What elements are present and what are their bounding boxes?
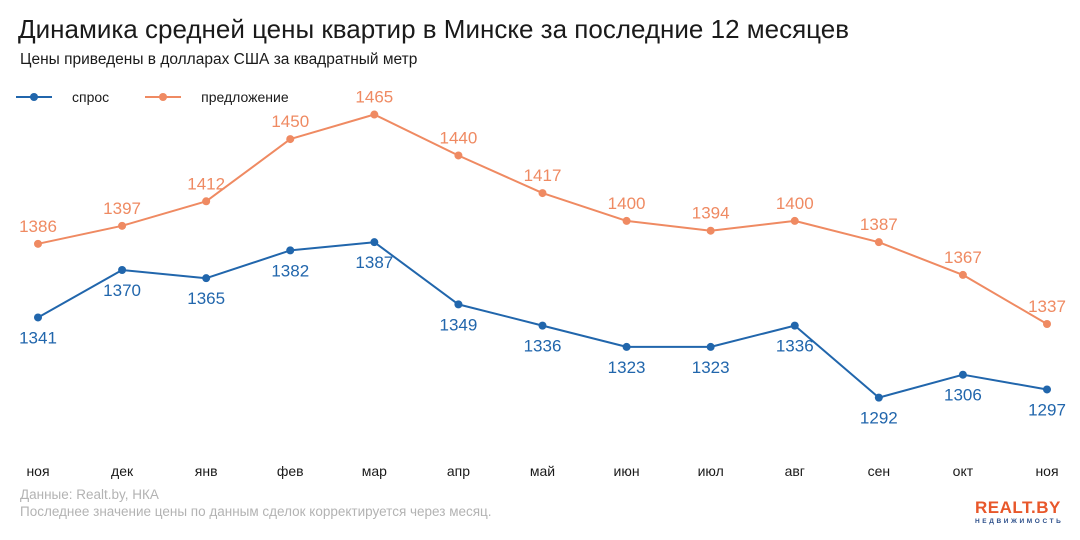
- data-point-supply: [874, 238, 883, 247]
- data-point-demand: [286, 246, 295, 255]
- data-label-demand: 1297: [1028, 400, 1066, 419]
- x-tick-label: ноя: [26, 463, 49, 479]
- data-point-demand: [118, 266, 127, 274]
- x-tick-label: окт: [953, 463, 974, 479]
- x-tick-label: мар: [362, 463, 387, 479]
- data-point-demand: [790, 321, 799, 330]
- legend-item-demand: спрос: [14, 89, 109, 105]
- data-point-demand: [958, 370, 967, 379]
- data-point-demand: [1043, 385, 1051, 394]
- data-point-supply: [202, 197, 211, 206]
- data-point-supply: [1043, 320, 1051, 328]
- legend-swatch-supply: [145, 93, 182, 101]
- x-tick-label: сен: [868, 463, 891, 479]
- x-tick-label: авг: [785, 463, 805, 479]
- data-point-demand: [454, 300, 463, 309]
- chart-subtitle: Цены приведены в долларах США за квадрат…: [20, 51, 418, 68]
- data-point-supply: [118, 221, 127, 230]
- data-label-supply: 1394: [692, 204, 730, 223]
- data-label-supply: 1387: [860, 215, 898, 234]
- data-label-supply: 1367: [944, 248, 982, 267]
- data-point-demand: [538, 321, 547, 330]
- data-label-demand: 1387: [355, 253, 393, 272]
- data-label-demand: 1370: [103, 281, 141, 300]
- data-label-supply: 1337: [1028, 297, 1066, 316]
- data-label-supply: 1450: [271, 112, 309, 131]
- source-line-2: Последнее значение цены по данным сделок…: [20, 504, 492, 519]
- data-label-demand: 1349: [440, 315, 478, 334]
- data-label-supply: 1397: [103, 199, 141, 218]
- x-tick-label: май: [530, 463, 555, 479]
- data-point-demand: [622, 342, 631, 351]
- legend-label-demand: спрос: [72, 89, 110, 105]
- data-label-supply: 1400: [776, 194, 814, 213]
- x-tick-label: янв: [195, 463, 218, 479]
- data-point-demand: [370, 238, 379, 247]
- data-point-supply: [538, 189, 547, 198]
- legend-swatch-demand: [16, 93, 52, 101]
- data-label-demand: 1336: [524, 337, 562, 356]
- data-label-supply: 1400: [608, 194, 646, 213]
- realt-logo: REALT.BY НЕДВИЖИМОСТЬ: [975, 498, 1064, 526]
- x-tick-label: июл: [698, 463, 724, 479]
- legend-item-supply: предложение: [143, 89, 289, 105]
- data-label-supply: 1465: [355, 88, 393, 107]
- series-line-demand: [37, 241, 1048, 399]
- data-point-demand: [874, 393, 883, 402]
- data-label-supply: 1417: [524, 166, 562, 185]
- data-point-supply: [370, 110, 379, 119]
- data-point-supply: [706, 226, 715, 235]
- data-point-demand: [34, 313, 42, 322]
- data-label-supply: 1386: [19, 217, 57, 236]
- data-point-supply: [454, 151, 463, 160]
- data-label-demand: 1365: [187, 289, 225, 308]
- data-point-supply: [34, 239, 42, 248]
- chart-title: Динамика средней цены квартир в Минске з…: [18, 14, 850, 44]
- source-note: Данные: Realt.by, НКА Последнее значение…: [20, 486, 492, 520]
- data-point-supply: [622, 216, 631, 225]
- data-point-supply: [286, 135, 295, 144]
- x-tick-label: фев: [277, 463, 304, 479]
- data-label-demand: 1323: [692, 358, 730, 377]
- data-label-supply: 1440: [440, 128, 478, 147]
- data-label-demand: 1336: [776, 337, 814, 356]
- data-point-demand: [706, 342, 715, 351]
- data-label-demand: 1341: [19, 328, 57, 347]
- data-label-demand: 1382: [271, 261, 309, 280]
- data-point-supply: [958, 270, 967, 279]
- data-label-demand: 1323: [608, 358, 646, 377]
- data-label-demand: 1306: [944, 386, 982, 405]
- logo-subtext: НЕДВИЖИМОСТЬ: [975, 518, 1064, 525]
- x-tick-label: ноя: [1035, 463, 1058, 479]
- data-label-demand: 1292: [860, 409, 898, 428]
- data-point-supply: [790, 216, 799, 225]
- legend-label-supply: предложение: [201, 89, 289, 105]
- source-line-1: Данные: Realt.by, НКА: [20, 487, 159, 502]
- logo-text: REALT.BY: [975, 498, 1061, 517]
- x-tick-label: июн: [614, 463, 640, 479]
- x-tick-label: апр: [447, 463, 470, 479]
- data-label-supply: 1412: [187, 174, 225, 193]
- data-point-demand: [202, 274, 211, 283]
- x-tick-label: дек: [111, 463, 134, 479]
- legend: спрос предложение: [14, 87, 323, 107]
